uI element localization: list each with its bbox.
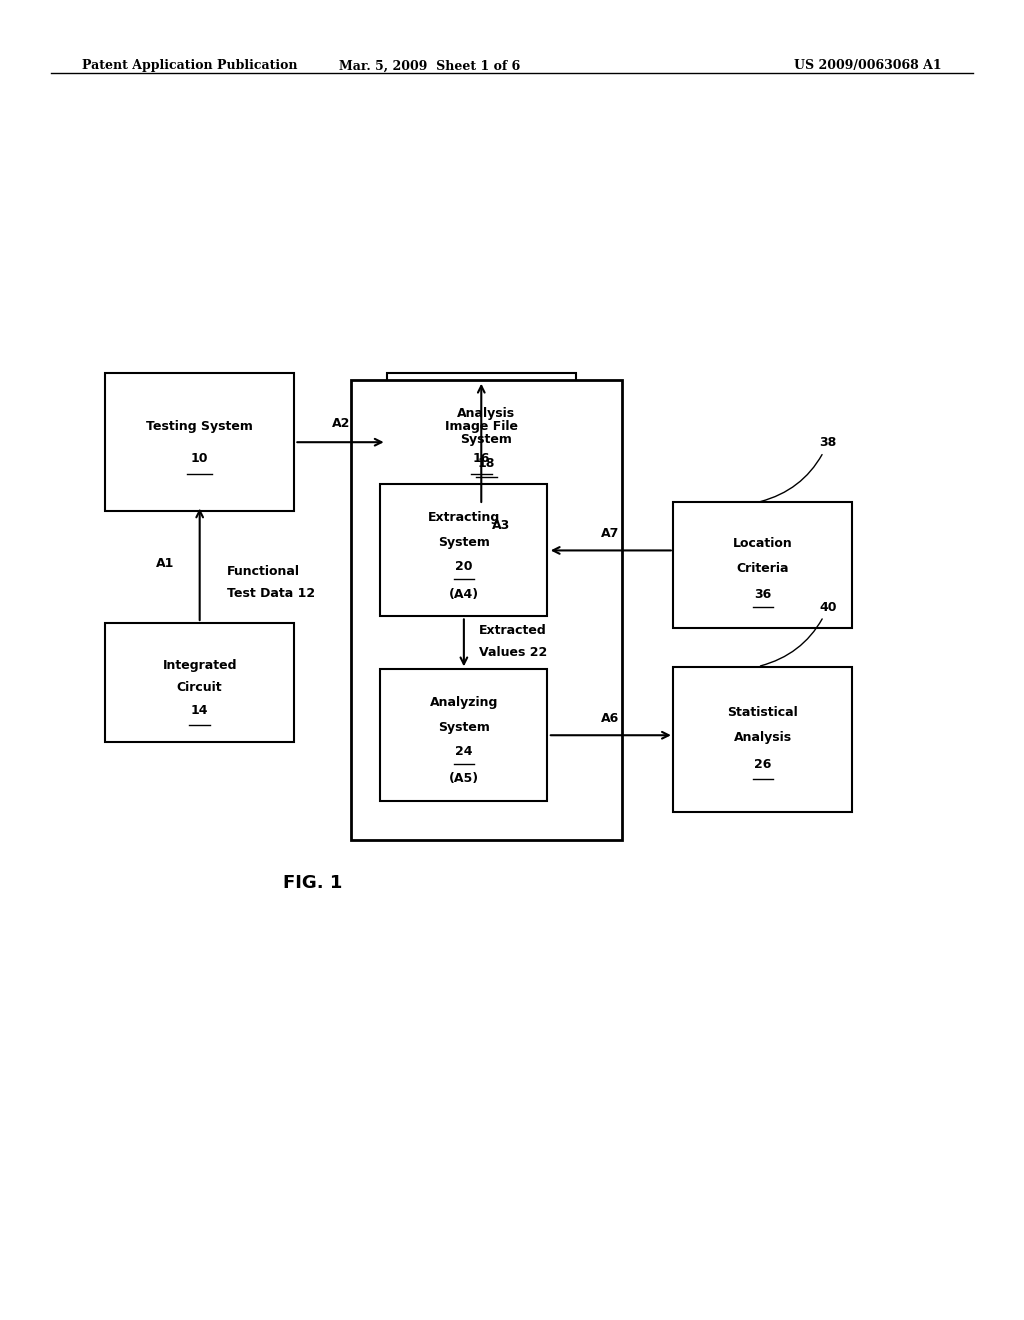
Text: Extracting: Extracting (428, 511, 500, 524)
Text: Mar. 5, 2009  Sheet 1 of 6: Mar. 5, 2009 Sheet 1 of 6 (339, 59, 521, 73)
Text: Test Data 12: Test Data 12 (227, 587, 315, 601)
Text: Image File: Image File (444, 420, 518, 433)
Text: System: System (438, 721, 489, 734)
Text: A7: A7 (601, 527, 620, 540)
Bar (381, 669, 547, 801)
Text: 24: 24 (455, 744, 473, 758)
Text: Circuit: Circuit (177, 681, 222, 694)
Text: Extracted: Extracted (479, 624, 547, 638)
Text: System: System (438, 536, 489, 549)
Bar (381, 484, 547, 616)
Text: 10: 10 (190, 451, 209, 465)
Text: 18: 18 (478, 457, 495, 470)
Text: 38: 38 (761, 437, 837, 502)
Bar (674, 503, 852, 628)
Text: Functional: Functional (227, 565, 300, 578)
Bar (350, 380, 622, 840)
Text: A3: A3 (492, 519, 510, 532)
Bar (674, 667, 852, 812)
Text: FIG. 1: FIG. 1 (283, 874, 342, 892)
Text: Values 22: Values 22 (479, 645, 548, 659)
Text: 16: 16 (473, 451, 489, 465)
Text: System: System (461, 433, 512, 446)
Bar (386, 372, 575, 511)
Text: Analysis: Analysis (734, 731, 792, 744)
Text: Location: Location (733, 537, 793, 550)
Text: Statistical: Statistical (727, 706, 799, 719)
Text: 36: 36 (755, 587, 771, 601)
Text: A1: A1 (156, 557, 174, 570)
Text: Criteria: Criteria (736, 562, 790, 576)
Text: (A4): (A4) (449, 587, 479, 601)
Text: Patent Application Publication: Patent Application Publication (82, 59, 297, 73)
Text: A2: A2 (332, 417, 350, 430)
Text: 26: 26 (755, 758, 771, 771)
Text: Analysis: Analysis (458, 407, 515, 420)
Text: Analyzing: Analyzing (430, 696, 498, 709)
Text: Integrated: Integrated (163, 659, 237, 672)
Text: 14: 14 (190, 704, 209, 717)
Bar (105, 372, 295, 511)
Text: 40: 40 (761, 601, 837, 665)
Text: US 2009/0063068 A1: US 2009/0063068 A1 (795, 59, 942, 73)
Text: (A5): (A5) (449, 772, 479, 785)
Text: A6: A6 (601, 711, 620, 725)
Text: 20: 20 (455, 560, 473, 573)
Bar (105, 623, 295, 742)
Text: Testing System: Testing System (146, 420, 253, 433)
